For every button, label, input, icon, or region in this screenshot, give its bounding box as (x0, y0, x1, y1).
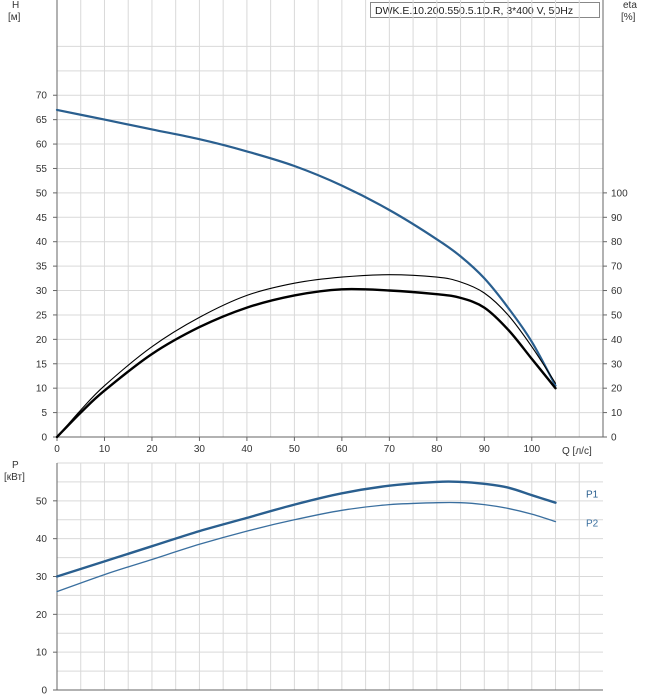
power-curve-p2 (56, 501, 557, 593)
eta-tick-label: 100 (611, 188, 628, 199)
flow-tick-label: 100 (523, 444, 540, 455)
flow-tick-label: 20 (146, 444, 158, 455)
head-tick-label: 55 (36, 164, 48, 175)
eta-tick-label: 40 (611, 335, 623, 346)
power-tick-label: 10 (36, 648, 48, 659)
model-label: DWK.E.10.200.550.5.1D.R, 3*400 V, 50Hz (370, 2, 600, 18)
head-tick-label: 20 (36, 335, 48, 346)
eta-tick-label: 50 (611, 310, 623, 321)
power-axis-unit: [кВт] (4, 472, 25, 483)
flow-tick-label: 30 (194, 444, 206, 455)
flow-tick-label: 50 (289, 444, 301, 455)
power-curve-p1 (55, 480, 557, 578)
head-axis-name: H (12, 0, 20, 11)
head-tick-label: 60 (36, 140, 48, 151)
head-tick-label: 5 (41, 408, 47, 419)
head-curve (55, 108, 557, 387)
head-tick-label: 45 (36, 213, 48, 224)
eta-tick-label: 90 (611, 213, 623, 224)
power-tick-label: 30 (36, 572, 48, 583)
head-tick-label: 40 (36, 237, 48, 248)
power-tick-label: 20 (36, 610, 48, 621)
eta-tick-label: 20 (611, 384, 623, 395)
power-tick-label: 0 (41, 686, 47, 697)
efficiency-curve-alt (56, 274, 557, 438)
flow-tick-label: 80 (431, 444, 443, 455)
head-tick-label: 25 (36, 310, 48, 321)
head-tick-label: 70 (36, 91, 48, 102)
power-series-label-p2: P2 (586, 519, 599, 530)
eta-tick-label: 60 (611, 286, 623, 297)
flow-tick-label: 90 (479, 444, 491, 455)
flow-tick-label: 70 (384, 444, 396, 455)
eta-tick-label: 70 (611, 262, 623, 273)
flow-tick-label: 10 (99, 444, 111, 455)
power-axis-name: P (12, 460, 19, 471)
head-axis-unit: [м] (8, 12, 21, 23)
head-tick-label: 50 (36, 188, 48, 199)
power-tick-label: 40 (36, 534, 48, 545)
eta-axis-unit: [%] (621, 12, 636, 23)
eta-tick-label: 30 (611, 359, 623, 370)
power-tick-label: 50 (36, 496, 48, 507)
head-tick-label: 0 (41, 433, 47, 444)
flow-tick-label: 40 (241, 444, 253, 455)
eta-axis-name: eta (623, 0, 637, 11)
flow-tick-label: 60 (336, 444, 348, 455)
power-series-label-p1: P1 (586, 490, 599, 501)
eta-tick-label: 0 (611, 433, 617, 444)
head-tick-label: 65 (36, 115, 48, 126)
eta-tick-label: 80 (611, 237, 623, 248)
eta-tick-label: 10 (611, 408, 623, 419)
efficiency-curve (55, 287, 557, 439)
flow-axis-label: Q [л/с] (562, 446, 592, 457)
flow-tick-label: 0 (54, 444, 60, 455)
head-tick-label: 35 (36, 262, 48, 273)
head-tick-label: 30 (36, 286, 48, 297)
head-tick-label: 10 (36, 384, 48, 395)
head-tick-label: 15 (36, 359, 48, 370)
